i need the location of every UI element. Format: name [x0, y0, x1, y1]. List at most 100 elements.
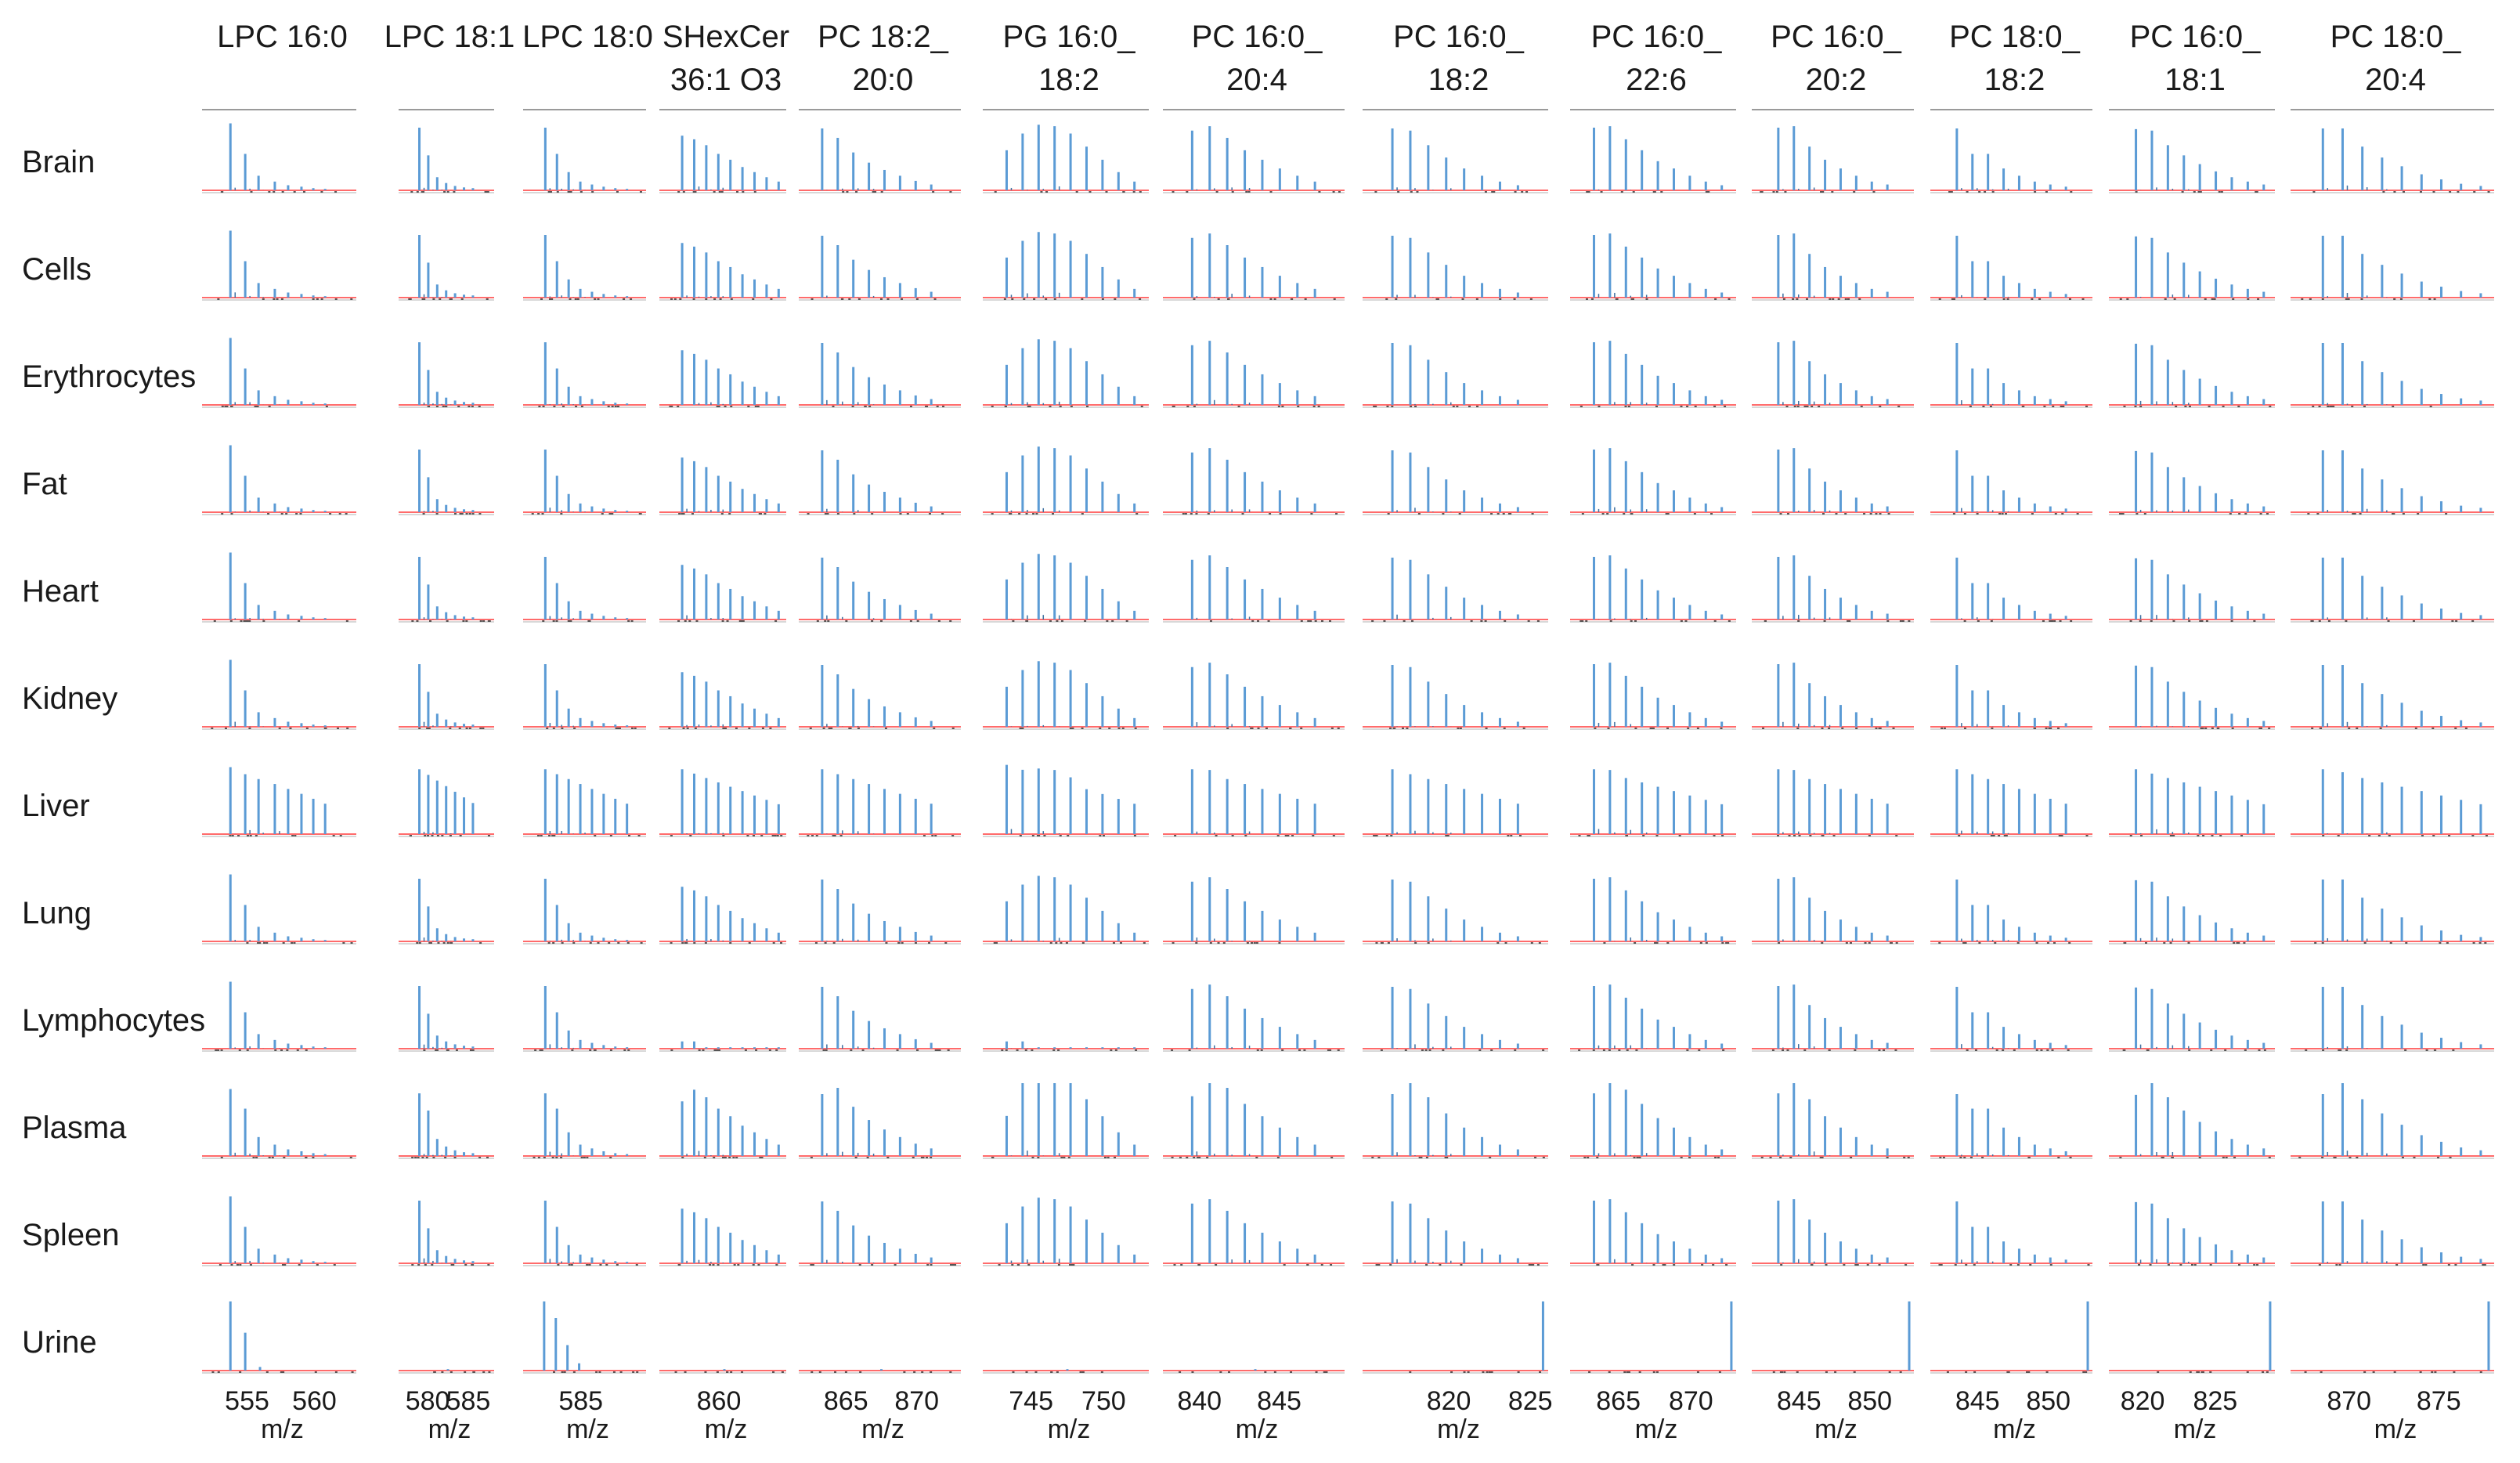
- noise-mark: [2188, 406, 2191, 407]
- noise-mark: [679, 298, 682, 300]
- noise-mark: [2268, 728, 2271, 729]
- noise-mark: [2006, 298, 2009, 300]
- noise-mark: [294, 835, 297, 836]
- noise-mark: [552, 620, 555, 622]
- spectrum-panel: [2109, 1301, 2275, 1374]
- noise-mark: [1172, 191, 1175, 193]
- noise-mark: [670, 406, 673, 407]
- noise-mark: [2005, 835, 2008, 836]
- noise-mark: [670, 942, 673, 944]
- noise-mark: [1864, 942, 1867, 944]
- noise-mark: [1297, 406, 1300, 407]
- noise-mark: [1793, 835, 1796, 836]
- noise-mark: [1387, 942, 1390, 944]
- noise-mark: [1660, 191, 1663, 193]
- noise-mark: [846, 191, 849, 193]
- noise-mark: [409, 298, 412, 300]
- noise-mark: [1821, 191, 1825, 193]
- noise-mark: [601, 513, 604, 515]
- noise-mark: [556, 191, 559, 193]
- noise-mark: [258, 942, 262, 944]
- noise-mark: [2181, 191, 2184, 193]
- x-tick-label: 845: [1955, 1386, 2000, 1416]
- x-tick-label: 865: [824, 1386, 868, 1416]
- noise-mark: [854, 1157, 857, 1158]
- noise-mark: [609, 1157, 612, 1158]
- noise-mark: [562, 406, 565, 407]
- noise-mark: [452, 1264, 455, 1266]
- noise-mark: [1172, 942, 1175, 944]
- noise-mark: [816, 620, 819, 622]
- noise-mark: [2379, 728, 2382, 729]
- noise-mark: [2171, 1157, 2174, 1158]
- noise-mark: [1069, 728, 1072, 729]
- noise-mark: [280, 1371, 283, 1373]
- noise-mark: [930, 1264, 933, 1266]
- spectrum-panel: [1363, 879, 1548, 945]
- spectrum-panel: [1363, 235, 1548, 301]
- noise-mark: [450, 1264, 453, 1266]
- noise-mark: [2046, 1049, 2049, 1051]
- column-title: 20:0: [853, 63, 914, 97]
- x-axis-title: m/z: [566, 1414, 609, 1444]
- noise-mark: [2123, 1049, 2126, 1051]
- noise-mark: [2218, 191, 2221, 193]
- x-tick-label: 825: [2193, 1386, 2237, 1416]
- noise-mark: [478, 406, 481, 407]
- noise-mark: [733, 1264, 736, 1266]
- x-axis-title: m/z: [1993, 1414, 2036, 1444]
- noise-mark: [1110, 1049, 1113, 1051]
- noise-mark: [2437, 1157, 2440, 1158]
- noise-mark: [2479, 1371, 2482, 1373]
- noise-mark: [1427, 942, 1430, 944]
- noise-mark: [230, 1264, 233, 1266]
- noise-mark: [1403, 620, 1406, 622]
- noise-mark: [1391, 406, 1394, 407]
- noise-mark: [1461, 298, 1464, 300]
- noise-mark: [742, 620, 745, 622]
- noise-mark: [244, 620, 247, 622]
- noise-mark: [1663, 1264, 1666, 1266]
- noise-mark: [411, 1264, 414, 1266]
- noise-mark: [2453, 1371, 2456, 1373]
- noise-mark: [2193, 1264, 2197, 1266]
- noise-mark: [2169, 942, 2172, 944]
- noise-mark: [913, 1371, 916, 1373]
- noise-mark: [428, 728, 431, 729]
- spectrum-panel: [659, 672, 786, 730]
- noise-mark: [431, 835, 434, 836]
- noise-mark: [682, 191, 685, 193]
- noise-mark: [1197, 1157, 1200, 1158]
- noise-mark: [694, 728, 697, 729]
- noise-mark: [2144, 942, 2147, 944]
- noise-mark: [1878, 1264, 1881, 1266]
- noise-mark: [1401, 728, 1404, 729]
- noise-mark: [844, 1371, 847, 1373]
- noise-mark: [2428, 298, 2432, 300]
- noise-mark: [1780, 1371, 1783, 1373]
- noise-mark: [1998, 513, 2002, 515]
- noise-mark: [2003, 835, 2006, 836]
- noise-mark: [416, 191, 419, 193]
- noise-mark: [2022, 406, 2025, 407]
- noise-mark: [1191, 1371, 1194, 1373]
- noise-mark: [632, 1371, 635, 1373]
- noise-mark: [1969, 406, 1972, 407]
- row-label: Spleen: [22, 1218, 120, 1252]
- spectrum-panel: [1570, 109, 1736, 193]
- noise-mark: [916, 1049, 919, 1051]
- noise-mark: [612, 1371, 616, 1373]
- noise-mark: [542, 620, 545, 622]
- noise-mark: [1868, 835, 1871, 836]
- noise-mark: [1797, 620, 1800, 622]
- noise-mark: [1587, 191, 1590, 193]
- noise-mark: [1276, 1157, 1280, 1158]
- noise-mark: [2345, 620, 2348, 622]
- noise-mark: [1943, 728, 1946, 729]
- noise-mark: [2049, 1264, 2052, 1266]
- noise-mark: [670, 835, 673, 836]
- noise-mark: [268, 191, 271, 193]
- noise-mark: [1496, 942, 1500, 944]
- noise-mark: [1304, 298, 1307, 300]
